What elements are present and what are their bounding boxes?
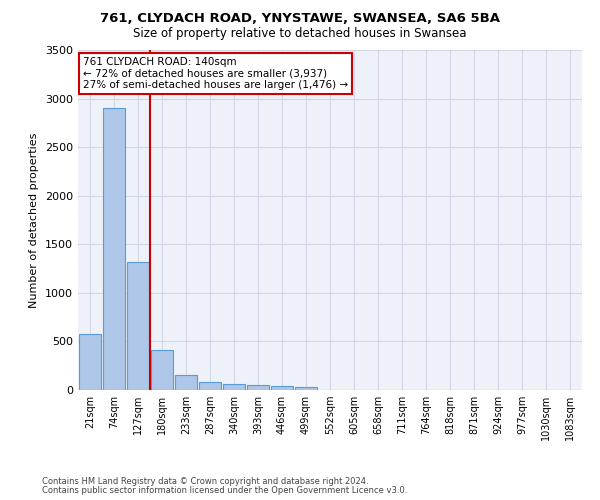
Bar	[103, 108, 125, 390]
Bar	[295, 387, 317, 390]
Text: Size of property relative to detached houses in Swansea: Size of property relative to detached ho…	[133, 28, 467, 40]
Text: 761, CLYDACH ROAD, YNYSTAWE, SWANSEA, SA6 5BA: 761, CLYDACH ROAD, YNYSTAWE, SWANSEA, SA…	[100, 12, 500, 26]
Bar	[127, 262, 149, 390]
Text: Contains HM Land Registry data © Crown copyright and database right 2024.: Contains HM Land Registry data © Crown c…	[42, 477, 368, 486]
Bar	[199, 382, 221, 390]
Bar	[223, 384, 245, 390]
Text: 761 CLYDACH ROAD: 140sqm
← 72% of detached houses are smaller (3,937)
27% of sem: 761 CLYDACH ROAD: 140sqm ← 72% of detach…	[83, 57, 348, 90]
Bar	[175, 376, 197, 390]
Text: Contains public sector information licensed under the Open Government Licence v3: Contains public sector information licen…	[42, 486, 407, 495]
Bar	[271, 386, 293, 390]
Y-axis label: Number of detached properties: Number of detached properties	[29, 132, 40, 308]
Bar	[247, 385, 269, 390]
Bar	[151, 350, 173, 390]
Bar	[79, 334, 101, 390]
